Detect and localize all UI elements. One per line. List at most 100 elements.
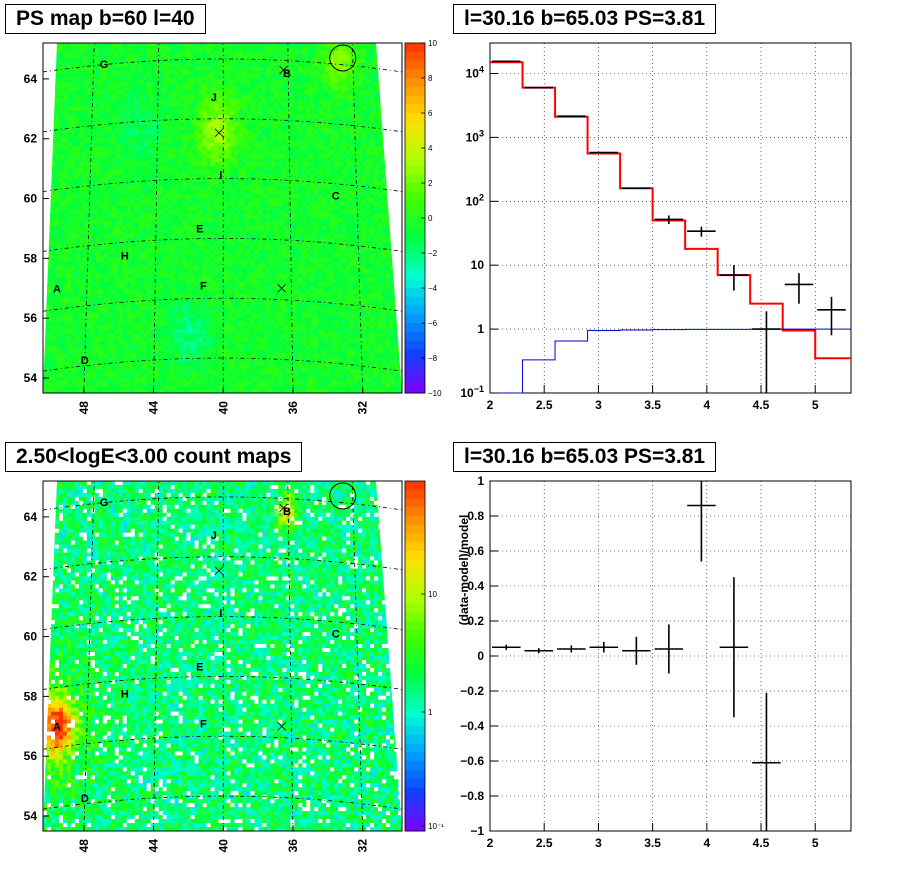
source-label-i: I — [219, 608, 222, 620]
y-tick-label: 0.2 — [467, 614, 484, 628]
cross-marker — [279, 503, 288, 513]
residual-plot: 2 2.5 3 3.5 4 4.5 5 −1 −0.8 −0.6 −0.4 −0.2 0 0.2 0.4 0.… — [457, 474, 852, 850]
residual-point — [654, 624, 684, 674]
count-map-graticule — [42, 480, 403, 832]
y-tick-label: 10−1 — [460, 384, 484, 400]
y-tick-label: 0 — [477, 649, 484, 663]
source-label-e: E — [196, 223, 203, 235]
source-label-j: J — [211, 92, 217, 104]
y-tick-label: 64 — [24, 510, 38, 524]
cross-marker — [277, 722, 287, 731]
y-tick-label: 56 — [24, 749, 38, 763]
x-tick-label: 40 — [216, 839, 230, 853]
y-tick-label: 56 — [24, 311, 38, 325]
x-tick-label: 44 — [147, 839, 161, 853]
x-tick-label: 44 — [147, 401, 161, 415]
source-label-d: D — [81, 793, 89, 805]
source-label-j: J — [211, 530, 217, 542]
x-tick-label: 48 — [77, 839, 91, 853]
data-point — [654, 215, 684, 225]
count-map-title: 2.50<logE<3.00 count maps — [5, 442, 303, 472]
data-point — [719, 265, 749, 291]
cross-marker — [214, 128, 224, 138]
x-tick-label: 4.5 — [753, 836, 770, 850]
residual-point — [492, 644, 521, 650]
x-tick-label: 2.5 — [536, 398, 553, 412]
colorbar-tick-label: 0 — [428, 214, 433, 223]
ps-map: ABCDEFGHIJ48444036325456586062641086420−… — [24, 39, 442, 414]
colorbar-tick-label: 6 — [428, 109, 433, 118]
source-label-g: G — [100, 497, 109, 509]
source-label-a: A — [53, 283, 61, 295]
x-tick-label: 36 — [286, 401, 300, 415]
y-axis-label: (data-model)/model — [457, 515, 471, 626]
colorbar-tick-label: 2 — [428, 179, 433, 188]
y-tick-label: 62 — [24, 132, 38, 146]
y-tick-label: 60 — [24, 192, 38, 206]
x-tick-label: 2.5 — [536, 836, 553, 850]
x-tick-label: 36 — [286, 839, 300, 853]
colorbar-tick-label: 10 — [428, 39, 437, 48]
colorbar-tick-label: 10⁻¹ — [428, 822, 444, 831]
source-label-d: D — [81, 355, 89, 367]
spectrum-frame — [489, 42, 852, 394]
source-label-h: H — [121, 250, 129, 262]
data-point — [687, 226, 716, 237]
ps-map-title: PS map b=60 l=40 — [5, 4, 206, 34]
x-tick-label: 3.5 — [644, 398, 661, 412]
source-label-i: I — [219, 170, 222, 182]
model-histogram-red — [490, 61, 851, 360]
residual-point — [557, 645, 586, 653]
residual-point — [524, 648, 554, 654]
y-tick-label: 54 — [24, 809, 38, 823]
background-histogram-blue — [490, 328, 851, 394]
residual-point — [589, 642, 619, 653]
y-tick-label: −0.4 — [460, 719, 484, 733]
spectrum-grid — [489, 43, 851, 393]
cross-marker — [214, 566, 224, 576]
x-tick-label: 4 — [703, 836, 710, 850]
x-tick-label: 40 — [216, 401, 230, 415]
colorbar-tick-label: −6 — [428, 319, 438, 328]
residual-point — [622, 636, 651, 665]
colorbar-tick-label: −10 — [428, 389, 442, 398]
residual-grid — [489, 480, 851, 832]
y-tick-label: 62 — [24, 570, 38, 584]
source-label-g: G — [100, 59, 109, 71]
x-tick-label: 5 — [812, 398, 819, 412]
count-map-colorbar: 10 1 10⁻¹ — [404, 480, 444, 832]
y-tick-label: 102 — [466, 192, 484, 208]
source-label-c: C — [332, 629, 340, 641]
x-tick-label: 3 — [595, 836, 602, 850]
count-map-frame — [42, 480, 403, 832]
y-tick-label: 10 — [471, 258, 485, 272]
y-tick-label: 58 — [24, 251, 38, 265]
source-label-h: H — [121, 688, 129, 700]
colorbar-tick-label: 10 — [428, 590, 437, 599]
source-label-c: C — [332, 191, 340, 203]
x-tick-label: 4.5 — [753, 398, 770, 412]
cross-marker — [279, 65, 288, 75]
x-tick-label: 32 — [356, 839, 370, 853]
y-tick-label: 104 — [466, 64, 484, 80]
y-tick-label: 0.4 — [467, 579, 484, 593]
ps-map-frame — [42, 42, 403, 394]
residual-point — [687, 481, 716, 562]
y-tick-label: 60 — [24, 630, 38, 644]
y-tick-label: −0.8 — [460, 789, 484, 803]
ps-map-pixels — [43, 43, 402, 393]
roi-circle — [329, 44, 357, 72]
ps-map-colorbar: 10 8 6 4 2 0 −2 −4 −6 −8 −10 — [404, 39, 442, 398]
colorbar-tick-label: 8 — [428, 74, 433, 83]
source-label-a: A — [53, 721, 61, 733]
residual-title: l=30.16 b=65.03 PS=3.81 — [453, 442, 717, 472]
colorbar-tick-label: 4 — [428, 144, 433, 153]
source-label-e: E — [196, 661, 203, 673]
x-tick-label: 5 — [812, 836, 819, 850]
colorbar-tick-label: −4 — [428, 284, 438, 293]
cross-marker — [277, 284, 287, 293]
y-tick-label: 64 — [24, 72, 38, 86]
source-label-f: F — [200, 280, 207, 292]
count-map-pixels — [43, 481, 402, 831]
